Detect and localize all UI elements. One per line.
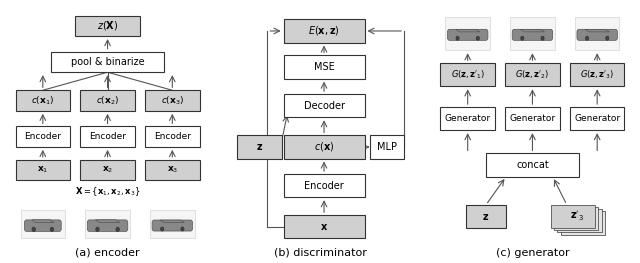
FancyBboxPatch shape [486, 153, 579, 177]
Polygon shape [32, 220, 54, 222]
Text: concat: concat [516, 160, 549, 170]
Text: MLP: MLP [377, 142, 397, 152]
Text: Encoder: Encoder [154, 132, 191, 141]
Text: MSE: MSE [314, 62, 335, 72]
Circle shape [456, 36, 459, 40]
Circle shape [50, 227, 54, 231]
FancyBboxPatch shape [284, 94, 365, 117]
Polygon shape [160, 220, 184, 222]
Text: $c(\mathbf{x})$: $c(\mathbf{x})$ [314, 140, 334, 154]
FancyBboxPatch shape [80, 90, 135, 111]
FancyBboxPatch shape [284, 55, 365, 79]
Circle shape [181, 227, 184, 231]
FancyBboxPatch shape [80, 160, 135, 180]
FancyBboxPatch shape [284, 19, 365, 43]
Circle shape [116, 227, 120, 231]
Text: $\mathbf{x}_3$: $\mathbf{x}_3$ [166, 165, 178, 175]
FancyBboxPatch shape [505, 63, 560, 87]
FancyBboxPatch shape [15, 160, 70, 180]
Circle shape [96, 227, 99, 231]
Text: Generator: Generator [509, 114, 556, 123]
Polygon shape [585, 29, 609, 32]
FancyBboxPatch shape [85, 210, 130, 239]
FancyBboxPatch shape [237, 135, 282, 159]
Text: $\mathbf{x}$: $\mathbf{x}$ [320, 222, 328, 232]
FancyBboxPatch shape [570, 107, 625, 130]
FancyBboxPatch shape [369, 135, 404, 159]
Text: $G(\mathbf{z}, \mathbf{z}'_3)$: $G(\mathbf{z}, \mathbf{z}'_3)$ [580, 69, 614, 81]
FancyBboxPatch shape [445, 17, 490, 50]
Polygon shape [456, 29, 480, 32]
FancyBboxPatch shape [284, 174, 365, 197]
FancyBboxPatch shape [505, 107, 560, 130]
FancyBboxPatch shape [577, 29, 618, 40]
FancyBboxPatch shape [15, 90, 70, 111]
Circle shape [605, 36, 609, 40]
Circle shape [541, 36, 544, 40]
FancyBboxPatch shape [575, 17, 620, 50]
Text: $c(\mathbf{x}_2)$: $c(\mathbf{x}_2)$ [96, 94, 119, 107]
FancyBboxPatch shape [440, 63, 495, 87]
FancyBboxPatch shape [51, 52, 164, 72]
Text: $\mathbf{x}_1$: $\mathbf{x}_1$ [37, 165, 49, 175]
FancyBboxPatch shape [284, 215, 365, 239]
Text: pool & binarize: pool & binarize [71, 57, 145, 67]
Text: $G(\mathbf{z}, \mathbf{z}'_2)$: $G(\mathbf{z}, \mathbf{z}'_2)$ [515, 69, 550, 81]
Text: $\mathbf{x}_2$: $\mathbf{x}_2$ [102, 165, 113, 175]
Circle shape [586, 36, 589, 40]
Text: Decoder: Decoder [303, 101, 344, 111]
Text: (b) discriminator: (b) discriminator [273, 248, 367, 258]
Text: $\mathbf{z}'_3$: $\mathbf{z}'_3$ [570, 210, 584, 223]
Text: Encoder: Encoder [24, 132, 61, 141]
FancyBboxPatch shape [150, 210, 195, 239]
Circle shape [476, 36, 479, 40]
FancyBboxPatch shape [554, 207, 598, 230]
FancyBboxPatch shape [561, 211, 605, 235]
Text: Encoder: Encoder [89, 132, 126, 141]
FancyBboxPatch shape [145, 160, 200, 180]
FancyBboxPatch shape [152, 220, 193, 231]
FancyBboxPatch shape [550, 205, 595, 228]
Circle shape [521, 36, 524, 40]
FancyBboxPatch shape [24, 220, 61, 231]
FancyBboxPatch shape [145, 126, 200, 147]
Text: Encoder: Encoder [304, 181, 344, 191]
Text: $z(\mathbf{X})$: $z(\mathbf{X})$ [97, 19, 118, 32]
FancyBboxPatch shape [145, 90, 200, 111]
FancyBboxPatch shape [284, 135, 365, 159]
FancyBboxPatch shape [557, 209, 602, 232]
FancyBboxPatch shape [75, 16, 140, 36]
Polygon shape [520, 29, 545, 32]
FancyBboxPatch shape [15, 126, 70, 147]
Text: $\mathbf{z}$: $\mathbf{z}$ [256, 142, 263, 152]
Text: (a) encoder: (a) encoder [76, 248, 140, 258]
FancyBboxPatch shape [512, 29, 553, 40]
Circle shape [32, 227, 35, 231]
Text: $\mathbf{z}$: $\mathbf{z}$ [483, 211, 490, 221]
FancyBboxPatch shape [447, 29, 488, 40]
FancyBboxPatch shape [87, 220, 128, 231]
FancyBboxPatch shape [466, 205, 506, 228]
FancyBboxPatch shape [80, 126, 135, 147]
Circle shape [161, 227, 164, 231]
Polygon shape [95, 220, 120, 222]
Text: $E(\mathbf{x}, \mathbf{z})$: $E(\mathbf{x}, \mathbf{z})$ [308, 24, 340, 38]
Text: Generator: Generator [445, 114, 491, 123]
Text: (c) generator: (c) generator [495, 248, 569, 258]
Text: $c(\mathbf{x}_3)$: $c(\mathbf{x}_3)$ [161, 94, 184, 107]
Text: Generator: Generator [574, 114, 620, 123]
FancyBboxPatch shape [440, 107, 495, 130]
FancyBboxPatch shape [20, 210, 65, 239]
FancyBboxPatch shape [570, 63, 625, 87]
FancyBboxPatch shape [510, 17, 555, 50]
Text: $\mathbf{X} = \{\mathbf{x}_1, \mathbf{x}_2, \mathbf{x}_3\}$: $\mathbf{X} = \{\mathbf{x}_1, \mathbf{x}… [75, 186, 140, 199]
Text: $G(\mathbf{z}, \mathbf{z}'_1)$: $G(\mathbf{z}, \mathbf{z}'_1)$ [451, 69, 485, 81]
Text: $c(\mathbf{x}_1)$: $c(\mathbf{x}_1)$ [31, 94, 54, 107]
